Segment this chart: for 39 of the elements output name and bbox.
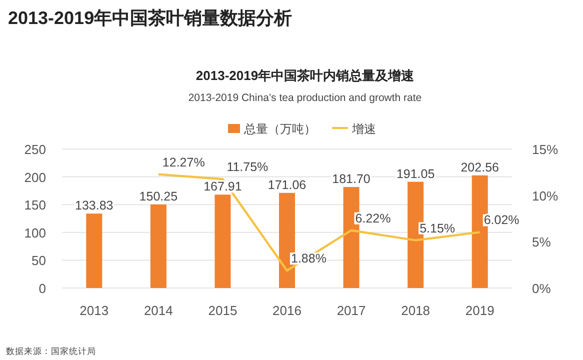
- data-label: 11.75%: [226, 160, 268, 174]
- y2-tick-label: 0%: [532, 281, 552, 296]
- data-label: 6.02%: [484, 213, 520, 228]
- bar: [150, 204, 166, 288]
- bar: [86, 214, 102, 288]
- text: 2013-2019 China’s tea production and growth rate: [188, 92, 422, 104]
- bar: [214, 194, 231, 288]
- x-tick-label: 2019: [465, 303, 494, 318]
- source-note: 数据来源：国家统计局: [6, 346, 96, 356]
- data-label: 202.56: [460, 160, 500, 174]
- x-tick-label: 2015: [208, 303, 238, 318]
- data-label: 181.70: [332, 172, 370, 186]
- y2-tick-label: 5%: [532, 234, 552, 250]
- y2-tick-label: 15%: [532, 142, 558, 157]
- data-label: 171.06: [268, 178, 306, 192]
- data-label: 150.25: [139, 189, 178, 204]
- y-tick-label: 250: [24, 142, 46, 157]
- data-label: 6.22%: [355, 211, 391, 226]
- x-tick-label: 2013: [80, 303, 109, 318]
- y-tick-label: 0: [38, 281, 46, 296]
- y-tick-label: 150: [24, 198, 46, 213]
- data-label: 191.05: [396, 166, 435, 181]
- y2-tick-label: 10%: [532, 188, 558, 204]
- y-tick-label: 100: [24, 225, 46, 240]
- chart-subtitle: 2013-2019年中国茶叶内销总量及增速: [196, 68, 416, 83]
- data-label: 1.88%: [291, 252, 326, 266]
- data-label: 133.83: [75, 198, 114, 213]
- x-tick-label: 2018: [401, 303, 430, 318]
- data-label: 12.27%: [162, 155, 205, 170]
- data-label: 167.91: [204, 180, 242, 194]
- legend-label: 增速: [351, 122, 376, 136]
- chart-title: 2013-2019年中国茶叶销量数据分析: [8, 8, 292, 28]
- y-tick-label: 50: [32, 253, 46, 268]
- x-tick-label: 2017: [336, 303, 366, 318]
- x-tick-label: 2014: [144, 303, 173, 318]
- data-label: 5.15%: [420, 221, 456, 236]
- x-tick-label: 2016: [272, 303, 302, 318]
- legend-label: 总量（万吨）: [243, 122, 316, 136]
- y-tick-label: 200: [24, 170, 46, 185]
